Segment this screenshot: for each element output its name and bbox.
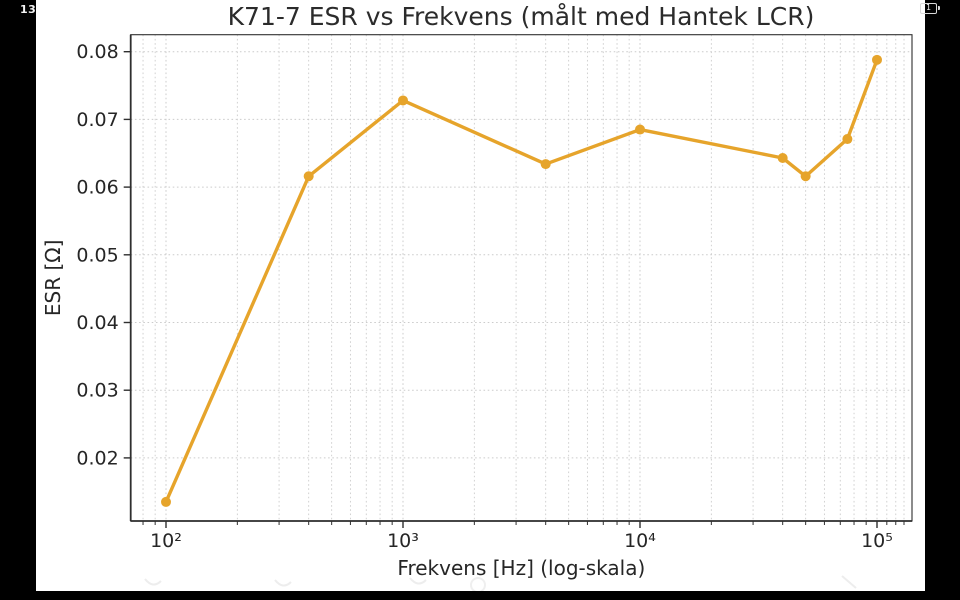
status-clock: 13 bbox=[20, 3, 36, 16]
data-point bbox=[842, 134, 853, 145]
y-tick-label: 0.04 bbox=[76, 312, 118, 334]
x-tick-label: 10³ bbox=[387, 530, 419, 552]
chart-panel: K71-7 ESR vs Frekvens (målt med Hantek L… bbox=[36, 0, 925, 591]
x-tick-label: 10² bbox=[150, 530, 182, 552]
data-point bbox=[540, 159, 551, 170]
data-point bbox=[161, 496, 171, 507]
data-point bbox=[800, 171, 811, 182]
watermark-mark bbox=[409, 577, 427, 585]
chart-title: K71-7 ESR vs Frekvens (målt med Hantek L… bbox=[227, 2, 815, 31]
battery-percent: 1 bbox=[925, 3, 932, 12]
watermark-mark bbox=[470, 577, 486, 591]
y-tick-label: 0.05 bbox=[76, 244, 118, 266]
axes-spines bbox=[130, 34, 913, 522]
data-point bbox=[872, 54, 882, 65]
data-point bbox=[777, 152, 788, 163]
x-axis-label: Frekvens [Hz] (log-skala) bbox=[397, 556, 645, 580]
y-tick-label: 0.07 bbox=[76, 109, 118, 131]
y-axis-label: ESR [Ω] bbox=[41, 240, 65, 316]
data-point bbox=[635, 124, 645, 135]
y-tick-label: 0.06 bbox=[76, 177, 118, 199]
data-point bbox=[303, 171, 314, 182]
watermark-mark bbox=[144, 578, 162, 586]
x-tick-label: 10⁵ bbox=[861, 530, 893, 552]
x-tick-label: 10⁴ bbox=[624, 530, 656, 552]
watermark-mark bbox=[841, 575, 857, 589]
battery-nub bbox=[937, 6, 940, 10]
watermark-mark bbox=[274, 579, 292, 587]
esr-line bbox=[164, 58, 879, 504]
y-tick-label: 0.08 bbox=[76, 41, 118, 63]
esr-frequency-plot: 10² 10³ 10⁴ 10⁵ 0.02 0.03 0.04 0.05 0.06 0.07 0.08… bbox=[41, 34, 913, 591]
battery-icon: 1 bbox=[920, 3, 940, 14]
y-tick-label: 0.02 bbox=[76, 447, 118, 469]
y-tick-label: 0.03 bbox=[76, 380, 118, 402]
data-point bbox=[398, 95, 408, 106]
